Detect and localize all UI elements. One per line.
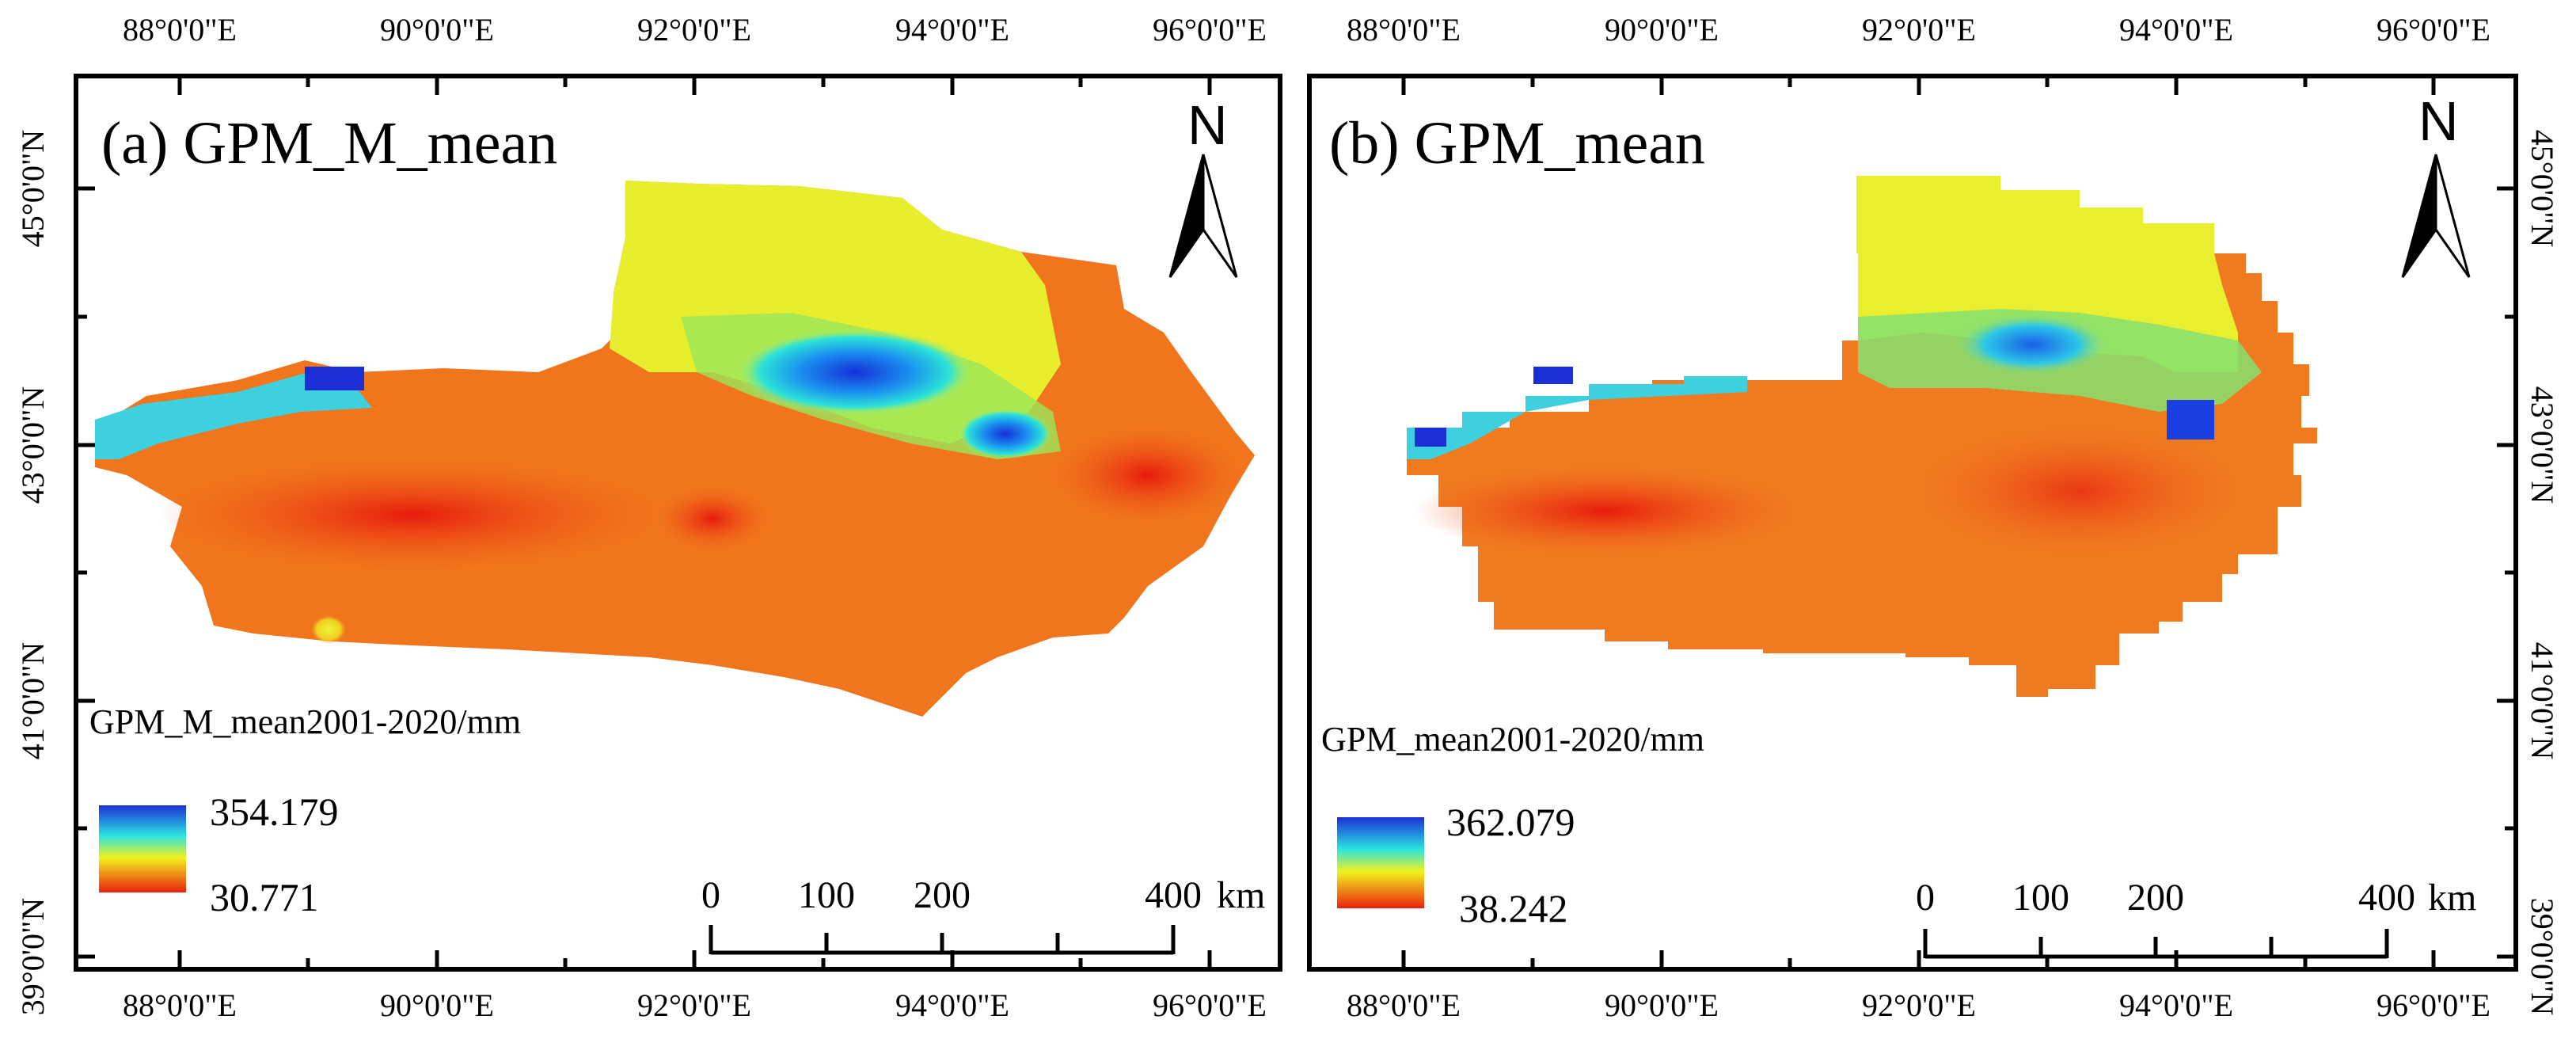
legend-max-a: 354.179 — [210, 790, 339, 834]
map-a-canvas — [74, 74, 1255, 972]
lon-label-top-2: 90°0'0"E — [380, 12, 494, 48]
red-east-b — [1921, 428, 2238, 554]
blue-core-a — [736, 329, 974, 416]
blue-block-b2 — [2167, 400, 2214, 439]
lat-label-right-1: 45°0'0"N — [2525, 129, 2561, 248]
lat-label-right-2: 43°0'0"N — [2525, 386, 2561, 504]
scale-label-b-400: 400 — [2358, 877, 2415, 919]
lon-label-top-4: 94°0'0"E — [2119, 12, 2233, 48]
lon-label-bottom-2: 90°0'0"E — [380, 987, 494, 1023]
lon-label-bottom-2: 90°0'0"E — [1605, 987, 1719, 1023]
blue-core-a2 — [958, 409, 1053, 459]
lon-label-top-2: 90°0'0"E — [1605, 12, 1719, 48]
map-panel-a: (a) GPM_M_mean N 88°0'0"E 90°0'0"E 92°0'… — [15, 12, 1282, 1023]
lon-label-top-1: 88°0'0"E — [1347, 12, 1461, 48]
scale-label-b-200: 200 — [2127, 877, 2184, 919]
north-arrow-icon — [1168, 154, 1238, 278]
lon-label-bottom-3: 92°0'0"E — [1862, 987, 1976, 1023]
red-east-a — [1053, 428, 1243, 523]
north-arrow-icon — [2401, 154, 2471, 278]
lat-label-left-2: 43°0'0"N — [15, 386, 51, 504]
legend-title-b: GPM_mean2001-2020/mm — [1321, 720, 1704, 759]
lon-label-bottom-5: 96°0'0"E — [2377, 987, 2491, 1023]
lon-label-top-3: 92°0'0"E — [1862, 12, 1976, 48]
scale-unit-b: km — [2428, 877, 2477, 919]
lon-label-top-5: 96°0'0"E — [1153, 12, 1267, 48]
panel-title-b: (b) GPM_mean — [1329, 110, 1705, 177]
red-spot-a — [657, 487, 768, 550]
lon-label-top-3: 92°0'0"E — [637, 12, 751, 48]
legend-ramp-a — [99, 805, 186, 892]
scale-label-a-0: 0 — [701, 874, 720, 916]
map-frame-b — [1307, 74, 2518, 972]
lat-label-right-4: 39°0'0"N — [2525, 897, 2561, 1016]
lon-label-bottom-4: 94°0'0"E — [2119, 987, 2233, 1023]
lat-label-left-4: 39°0'0"N — [15, 897, 51, 1016]
blue-block-b — [1953, 313, 2111, 376]
lat-label-right-3: 41°0'0"N — [2525, 641, 2561, 760]
legend-min-a: 30.771 — [210, 875, 319, 919]
scale-label-a-400: 400 — [1145, 874, 1202, 916]
red-band-a — [158, 459, 665, 570]
west-strip-a — [95, 372, 372, 459]
west-blue-edge-b — [1415, 428, 1446, 447]
scale-label-a-200: 200 — [914, 874, 971, 916]
north-letter-a: N — [1187, 94, 1228, 156]
lon-label-top-1: 88°0'0"E — [123, 12, 237, 48]
legend-max-b: 362.079 — [1446, 800, 1575, 844]
map-panel-b: (b) GPM_mean N 88°0'0"E 90°0'0"E 92°0'0"… — [1288, 0, 2576, 1054]
lon-label-bottom-5: 96°0'0"E — [1153, 987, 1267, 1023]
scale-label-b-0: 0 — [1916, 877, 1935, 919]
scale-label-b-100: 100 — [2012, 877, 2069, 919]
lon-label-bottom-3: 92°0'0"E — [637, 987, 751, 1023]
scale-bar-b — [1923, 929, 2389, 959]
north-letter-b: N — [2418, 90, 2459, 152]
west-blue-patch-a — [305, 367, 364, 390]
yellow-spot-a — [311, 615, 346, 644]
lat-label-left-1: 45°0'0"N — [15, 129, 51, 248]
scale-bar-a — [709, 925, 1176, 955]
legend-ramp-b — [1337, 817, 1424, 908]
legend-title-a: GPM_M_mean2001-2020/mm — [89, 702, 522, 741]
lat-label-left-3: 41°0'0"N — [15, 641, 51, 760]
lon-label-bottom-4: 94°0'0"E — [895, 987, 1009, 1023]
lon-label-top-5: 96°0'0"E — [2377, 12, 2491, 48]
map-b-canvas — [1337, 74, 2518, 972]
lon-label-bottom-1: 88°0'0"E — [1347, 987, 1461, 1023]
legend-min-b: 38.242 — [1459, 886, 1568, 930]
red-band-b — [1415, 467, 1795, 554]
lon-label-bottom-1: 88°0'0"E — [123, 987, 237, 1023]
lon-label-top-4: 94°0'0"E — [895, 12, 1009, 48]
west-strip-b — [1407, 376, 1747, 459]
west-blue-patch-b — [1533, 367, 1573, 384]
map-frame-a — [74, 74, 1282, 972]
panel-title-a: (a) GPM_M_mean — [101, 110, 558, 177]
scale-unit-a: km — [1217, 874, 1266, 916]
scale-label-a-100: 100 — [798, 874, 855, 916]
